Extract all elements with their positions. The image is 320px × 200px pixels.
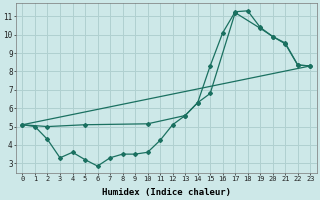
X-axis label: Humidex (Indice chaleur): Humidex (Indice chaleur) <box>102 188 231 197</box>
